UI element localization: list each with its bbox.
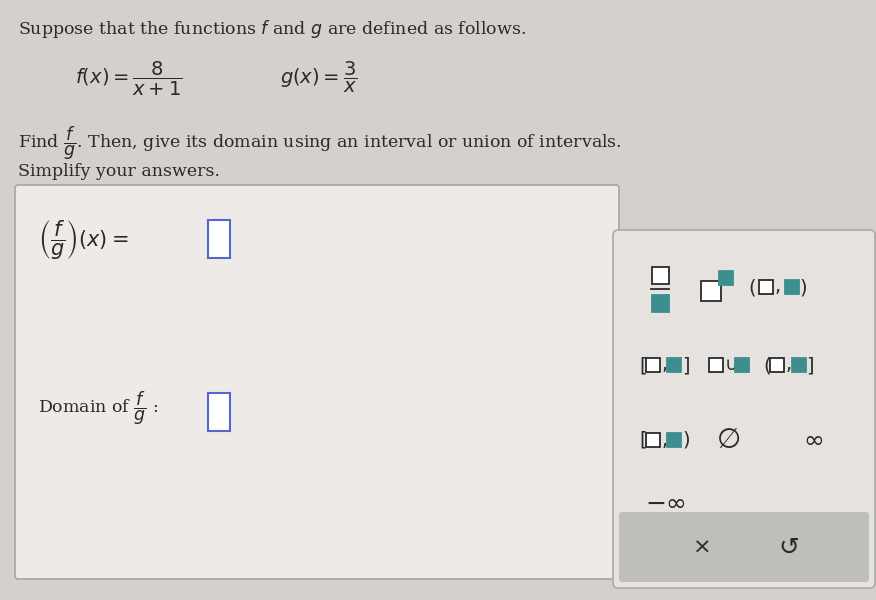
Bar <box>759 280 773 294</box>
Text: $]$: $]$ <box>682 355 690 376</box>
Text: $\infty$: $\infty$ <box>803 428 823 452</box>
Text: $\left(\dfrac{f}{g}\right)(x) = $: $\left(\dfrac{f}{g}\right)(x) = $ <box>38 218 129 261</box>
Text: $,$: $,$ <box>785 355 791 374</box>
Bar <box>652 295 668 311</box>
Text: $,$: $,$ <box>661 431 668 449</box>
Bar <box>785 280 799 294</box>
Bar <box>646 433 660 447</box>
Bar <box>208 393 230 431</box>
Text: $[$: $[$ <box>639 355 646 376</box>
Text: $f(x) = \dfrac{8}{x+1}$: $f(x) = \dfrac{8}{x+1}$ <box>75 60 182 98</box>
Text: Find $\dfrac{f}{g}$. Then, give its domain using an interval or union of interva: Find $\dfrac{f}{g}$. Then, give its doma… <box>18 125 622 163</box>
Text: $)$: $)$ <box>799 277 807 298</box>
Bar <box>701 281 721 301</box>
FancyBboxPatch shape <box>619 512 869 582</box>
Text: $]$: $]$ <box>806 355 814 376</box>
Text: $\circlearrowleft$: $\circlearrowleft$ <box>774 535 800 559</box>
Text: $(\ $: $(\ $ <box>748 277 756 298</box>
Bar <box>208 220 230 258</box>
FancyBboxPatch shape <box>613 230 875 588</box>
Bar <box>770 358 784 372</box>
FancyBboxPatch shape <box>15 185 619 579</box>
Text: $\varnothing$: $\varnothing$ <box>716 426 740 454</box>
Text: $,\ $: $,\ $ <box>774 277 781 296</box>
Text: $[$: $[$ <box>639 430 646 451</box>
Text: $g(x) = \dfrac{3}{x}$: $g(x) = \dfrac{3}{x}$ <box>280 60 357 95</box>
Text: $\times$: $\times$ <box>692 537 710 557</box>
Bar <box>667 433 681 447</box>
Bar <box>719 271 733 285</box>
Bar <box>667 358 681 372</box>
Text: $($: $($ <box>763 355 771 376</box>
Text: Simplify your answers.: Simplify your answers. <box>18 163 220 180</box>
Text: $,$: $,$ <box>661 355 668 374</box>
Bar <box>652 266 668 283</box>
Text: $\cup$: $\cup$ <box>724 356 737 374</box>
Text: Domain of $\dfrac{f}{g}$ :: Domain of $\dfrac{f}{g}$ : <box>38 390 159 427</box>
Bar <box>735 358 749 372</box>
Bar <box>646 358 660 372</box>
Text: Suppose that the functions $f$ and $g$ are defined as follows.: Suppose that the functions $f$ and $g$ a… <box>18 18 526 40</box>
Text: $-\infty$: $-\infty$ <box>646 491 687 515</box>
Bar <box>792 358 806 372</box>
Bar <box>709 358 723 372</box>
Text: $)$: $)$ <box>682 430 690 451</box>
